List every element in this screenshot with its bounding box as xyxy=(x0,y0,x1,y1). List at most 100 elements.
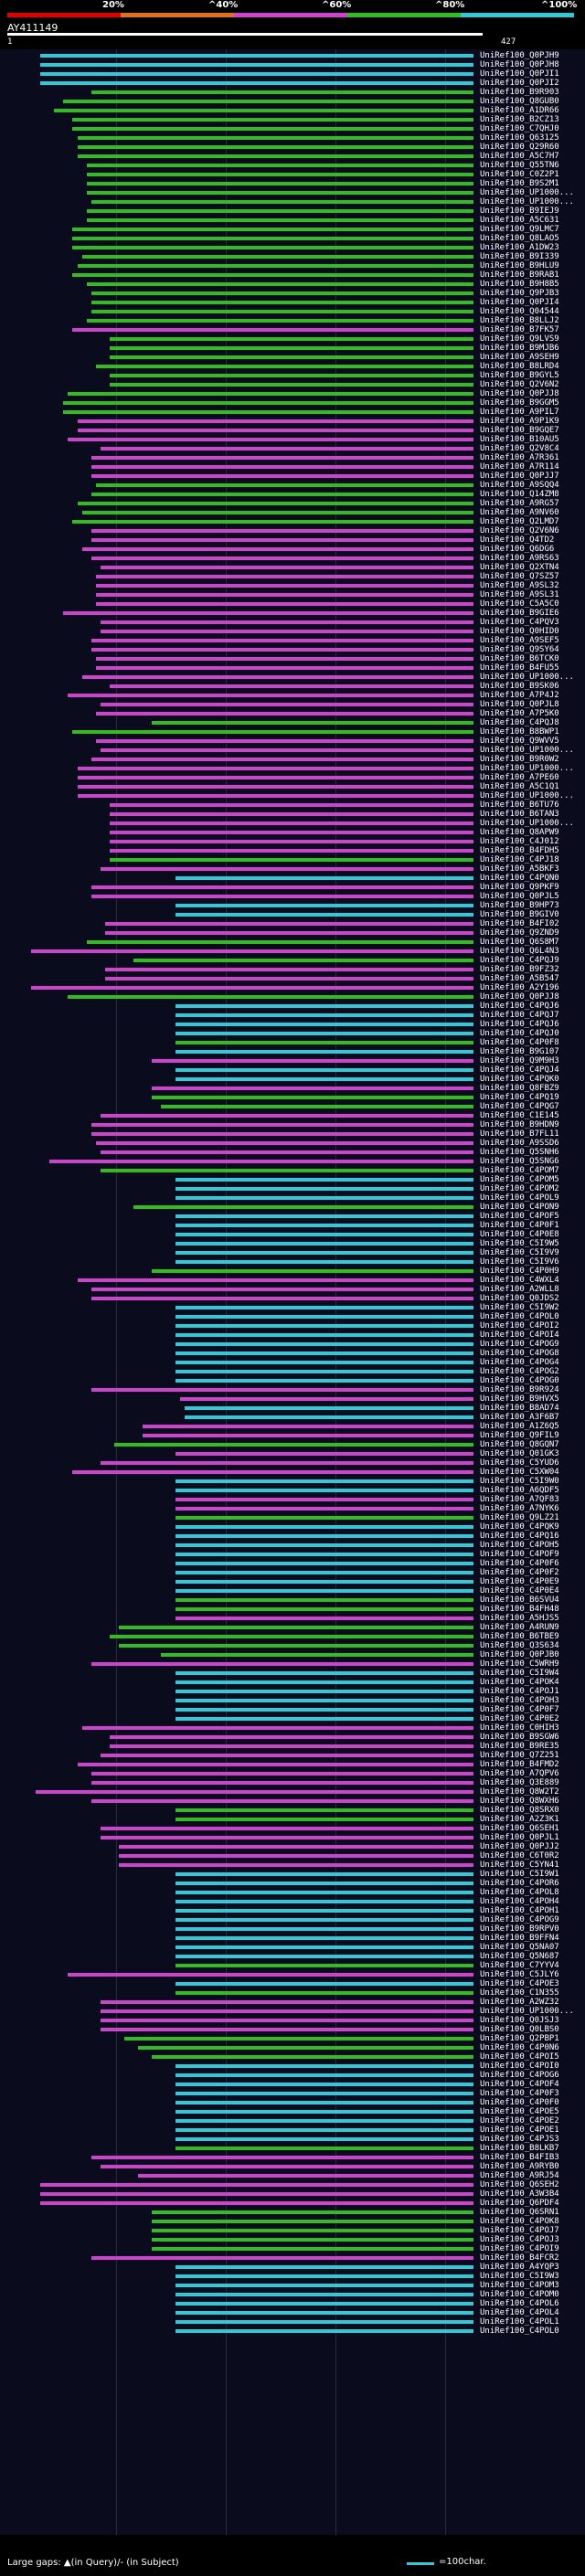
hit-row[interactable]: UniRef100_C4PON9 xyxy=(0,1203,585,1212)
hit-label[interactable]: UniRef100_B9S2M1 xyxy=(480,179,559,188)
hit-label[interactable]: UniRef100_Q0PJB0 xyxy=(480,1650,559,1659)
hit-row[interactable]: UniRef100_B2CZ13 xyxy=(0,115,585,124)
hit-label[interactable]: UniRef100_A7R361 xyxy=(480,453,559,462)
hit-label[interactable]: UniRef100_Q8W2T2 xyxy=(480,1787,559,1797)
alignment-bar[interactable] xyxy=(105,977,473,981)
hit-row[interactable]: UniRef100_Q7SZ57 xyxy=(0,572,585,581)
hit-label[interactable]: UniRef100_C4PQJ7 xyxy=(480,1011,559,1020)
hit-row[interactable]: UniRef100_Q6L4N3 xyxy=(0,947,585,956)
hit-label[interactable]: UniRef100_C4PQJ6 xyxy=(480,1002,559,1011)
hit-row[interactable]: UniRef100_Q01GK3 xyxy=(0,1449,585,1458)
hit-row[interactable]: UniRef100_C4POJ1 xyxy=(0,1687,585,1696)
alignment-bar[interactable] xyxy=(175,1982,473,1986)
hit-row[interactable]: UniRef100_Q9PKF9 xyxy=(0,883,585,892)
hit-row[interactable]: UniRef100_Q0JDS2 xyxy=(0,1294,585,1303)
hit-row[interactable]: UniRef100_A9RG57 xyxy=(0,499,585,508)
hit-label[interactable]: UniRef100_Q2V6N6 xyxy=(480,526,559,535)
hit-row[interactable]: UniRef100_A5HJS5 xyxy=(0,1614,585,1623)
hit-label[interactable]: UniRef100_C4POL1 xyxy=(480,2317,559,2327)
alignment-bar[interactable] xyxy=(30,986,473,990)
hit-row[interactable]: UniRef100_A3F6B7 xyxy=(0,1413,585,1422)
alignment-bar[interactable] xyxy=(72,273,473,277)
hit-row[interactable]: UniRef100_Q0PJJ8 xyxy=(0,992,585,1002)
hit-label[interactable]: UniRef100_C4P0E8 xyxy=(480,1230,559,1239)
hit-label[interactable]: UniRef100_A7PE60 xyxy=(480,773,559,782)
hit-row[interactable]: UniRef100_Q4TD2 xyxy=(0,535,585,545)
hit-label[interactable]: UniRef100_B9R0W2 xyxy=(480,755,559,764)
alignment-bar[interactable] xyxy=(77,767,473,770)
hit-label[interactable]: UniRef100_Q8FBZ9 xyxy=(480,1084,559,1093)
hit-label[interactable]: UniRef100_Q2V8C4 xyxy=(480,444,559,453)
hit-row[interactable]: UniRef100_Q9ZND9 xyxy=(0,928,585,938)
alignment-bar[interactable] xyxy=(101,620,473,624)
hit-row[interactable]: UniRef100_C4PQJ6 xyxy=(0,1002,585,1011)
hit-row[interactable]: UniRef100_C4POG8 xyxy=(0,1349,585,1358)
hit-label[interactable]: UniRef100_A9SQQ4 xyxy=(480,481,559,490)
hit-row[interactable]: UniRef100_A4RUN9 xyxy=(0,1623,585,1632)
hit-label[interactable]: UniRef100_Q8GUB0 xyxy=(480,97,559,106)
hit-row[interactable]: UniRef100_Q8W2T2 xyxy=(0,1787,585,1797)
hit-label[interactable]: UniRef100_A1DW23 xyxy=(480,243,559,252)
hit-row[interactable]: UniRef100_C5XW04 xyxy=(0,1468,585,1477)
alignment-bar[interactable] xyxy=(101,1754,473,1757)
hit-row[interactable]: UniRef100_A2WZ32 xyxy=(0,1998,585,2007)
hit-row[interactable]: UniRef100_B9SK06 xyxy=(0,682,585,691)
hit-label[interactable]: UniRef100_A5B547 xyxy=(480,974,559,983)
alignment-bar[interactable] xyxy=(101,447,473,451)
alignment-bar[interactable] xyxy=(110,840,473,843)
hit-row[interactable]: UniRef100_C4POH1 xyxy=(0,1906,585,1915)
hit-row[interactable]: UniRef100_C4POL0 xyxy=(0,2327,585,2336)
alignment-bar[interactable] xyxy=(175,2083,473,2086)
alignment-bar[interactable] xyxy=(90,1662,473,1666)
alignment-bar[interactable] xyxy=(175,1333,473,1337)
alignment-bar[interactable] xyxy=(175,1525,473,1529)
hit-label[interactable]: UniRef100_C4PON9 xyxy=(480,1203,559,1212)
alignment-bar[interactable] xyxy=(77,1763,473,1766)
alignment-bar[interactable] xyxy=(110,858,473,862)
hit-row[interactable]: UniRef100_Q0PJI4 xyxy=(0,298,585,307)
hit-label[interactable]: UniRef100_Q9FIL9 xyxy=(480,1431,559,1440)
hit-row[interactable]: UniRef100_A9SQQ4 xyxy=(0,481,585,490)
hit-label[interactable]: UniRef100_UP1000... xyxy=(480,188,574,197)
hit-row[interactable]: UniRef100_B9I339 xyxy=(0,252,585,261)
hit-label[interactable]: UniRef100_C4POJ3 xyxy=(480,2235,559,2244)
hit-row[interactable]: UniRef100_A9SEH9 xyxy=(0,353,585,362)
alignment-bar[interactable] xyxy=(175,1013,473,1017)
alignment-bar[interactable] xyxy=(175,1224,473,1227)
hit-label[interactable]: UniRef100_B6SVU4 xyxy=(480,1595,559,1605)
hit-label[interactable]: UniRef100_Q0PJJ7 xyxy=(480,472,559,481)
alignment-bar[interactable] xyxy=(175,1818,473,1821)
hit-row[interactable]: UniRef100_C4POL9 xyxy=(0,1193,585,1203)
hit-label[interactable]: UniRef100_A7R114 xyxy=(480,462,559,472)
hit-label[interactable]: UniRef100_C7QHJ0 xyxy=(480,124,559,133)
hit-label[interactable]: UniRef100_Q0PJL5 xyxy=(480,892,559,901)
hit-row[interactable]: UniRef100_B8LRD4 xyxy=(0,362,585,371)
hit-label[interactable]: UniRef100_C4POG9 xyxy=(480,1915,559,1924)
hit-label[interactable]: UniRef100_Q0PJJ2 xyxy=(480,1842,559,1851)
hit-row[interactable]: UniRef100_C4P0F0 xyxy=(0,2098,585,2107)
alignment-bar[interactable] xyxy=(175,1607,473,1611)
hit-label[interactable]: UniRef100_C7YYV4 xyxy=(480,1961,559,1970)
hit-label[interactable]: UniRef100_A9RG57 xyxy=(480,499,559,508)
hit-label[interactable]: UniRef100_B9RE35 xyxy=(480,1742,559,1751)
alignment-bar[interactable] xyxy=(175,1617,473,1620)
hit-row[interactable]: UniRef100_C4POG4 xyxy=(0,1358,585,1367)
hit-label[interactable]: UniRef100_C4POF4 xyxy=(480,2080,559,2089)
hit-label[interactable]: UniRef100_Q0PJI1 xyxy=(480,69,559,79)
hit-label[interactable]: UniRef100_C4POR6 xyxy=(480,1879,559,1888)
alignment-bar[interactable] xyxy=(101,2009,473,2013)
hit-label[interactable]: UniRef100_B4FDH5 xyxy=(480,846,559,855)
alignment-bar[interactable] xyxy=(101,2165,473,2168)
hit-row[interactable]: UniRef100_UP1000... xyxy=(0,188,585,197)
alignment-bar[interactable] xyxy=(72,730,473,734)
alignment-bar[interactable] xyxy=(175,1196,473,1200)
hit-row[interactable]: UniRef100_B9RAB1 xyxy=(0,270,585,280)
hit-row[interactable]: UniRef100_C4POL0 xyxy=(0,1312,585,1321)
hit-label[interactable]: UniRef100_C5I9W3 xyxy=(480,2272,559,2281)
hit-row[interactable]: UniRef100_A9RJ54 xyxy=(0,2171,585,2180)
hit-label[interactable]: UniRef100_C4POM5 xyxy=(480,1175,559,1184)
hit-row[interactable]: UniRef100_C4P0E9 xyxy=(0,1577,585,1586)
hit-label[interactable]: UniRef100_C4POH5 xyxy=(480,1541,559,1550)
alignment-bar[interactable] xyxy=(77,154,473,158)
hit-row[interactable]: UniRef100_C4P0F3 xyxy=(0,2089,585,2098)
